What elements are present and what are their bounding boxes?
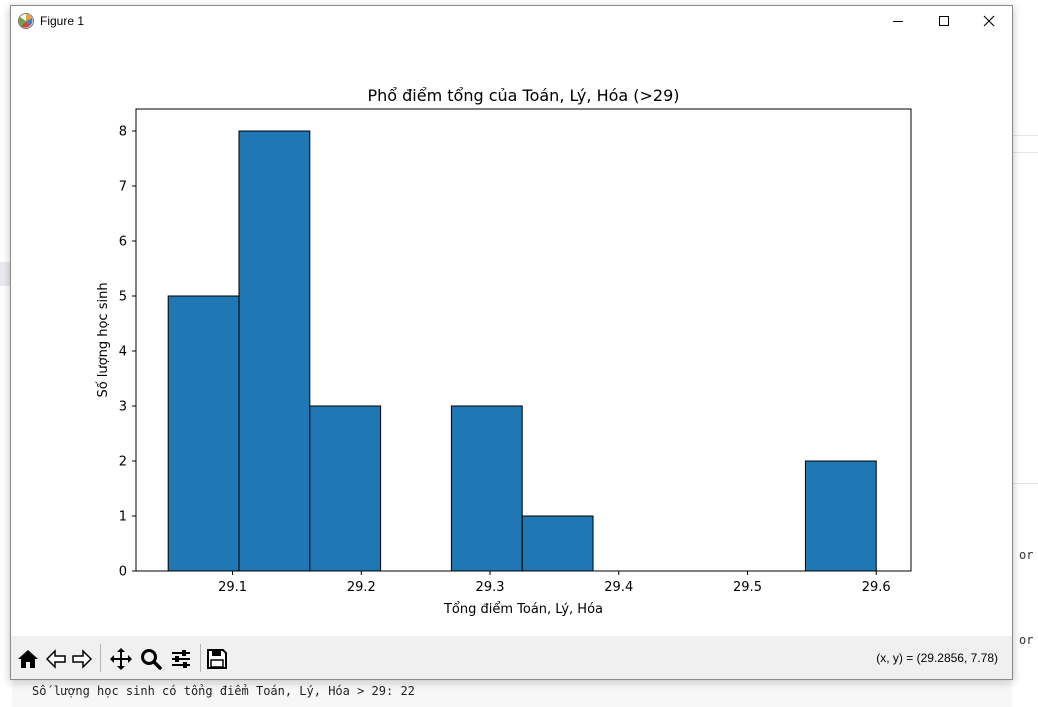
arrow-left-icon xyxy=(45,649,66,669)
y-tick-label: 7 xyxy=(119,180,127,195)
histogram-bar xyxy=(238,130,311,572)
forward-button[interactable] xyxy=(69,646,95,672)
minimize-icon xyxy=(893,21,903,22)
pan-button[interactable] xyxy=(108,646,134,672)
background-divider-low xyxy=(1012,483,1038,484)
background-divider-mid xyxy=(1012,152,1038,153)
y-tick-label: 5 xyxy=(119,290,127,305)
x-tick-label: 29.6 xyxy=(862,580,891,595)
home-icon xyxy=(18,650,38,668)
move-icon xyxy=(110,648,132,670)
toolbar-separator xyxy=(200,644,201,672)
arrow-right-icon xyxy=(72,649,93,669)
close-button[interactable] xyxy=(966,6,1012,36)
histogram-bar xyxy=(450,405,523,572)
chart-title: Phổ điểm tổng của Toán, Lý, Hóa (>29) xyxy=(367,86,679,105)
home-button[interactable] xyxy=(15,646,41,672)
magnifier-icon xyxy=(141,649,162,670)
y-axis-label: Số lượng học sinh xyxy=(96,282,111,397)
close-icon xyxy=(983,15,995,27)
matplotlib-app-icon xyxy=(18,13,34,29)
floppy-disk-icon xyxy=(207,649,227,669)
background-gutter-marker xyxy=(0,262,10,286)
y-tick-label: 2 xyxy=(119,455,127,470)
x-tick-label: 29.4 xyxy=(604,580,633,595)
background-side-text: or xyxy=(1019,548,1034,562)
maximize-icon xyxy=(939,16,949,26)
histogram-bar xyxy=(309,405,382,572)
histogram-bar xyxy=(804,460,877,572)
x-tick-label: 29.1 xyxy=(218,580,247,595)
y-tick-label: 1 xyxy=(119,510,127,525)
histogram-bar xyxy=(521,515,594,572)
histogram-bar xyxy=(167,295,240,572)
sliders-icon xyxy=(172,650,190,668)
back-button[interactable] xyxy=(43,646,69,672)
maximize-button[interactable] xyxy=(921,6,967,36)
background-side-text: or xyxy=(1019,633,1034,647)
cursor-coordinates: (x, y) = (29.2856, 7.78) xyxy=(876,651,998,665)
window-titlebar[interactable]: Figure 1 xyxy=(11,6,1012,36)
configure-subplots-button[interactable] xyxy=(168,646,194,672)
console-output-line: Số lượng học sinh có tổng điểm Toán, Lý,… xyxy=(32,684,415,698)
background-divider-top xyxy=(1012,135,1038,136)
navigation-toolbar: (x, y) = (29.2856, 7.78) xyxy=(11,636,1012,679)
figure-canvas[interactable]: 29.1 29.2 29.3 29.4 29.5 29.6 0 1 2 3 4 5 6 7 8 Phổ điể… xyxy=(11,36,1012,636)
save-button[interactable] xyxy=(204,646,230,672)
minimize-button[interactable] xyxy=(875,6,921,36)
background-console xyxy=(12,683,1012,707)
zoom-button[interactable] xyxy=(138,646,164,672)
y-tick-label: 4 xyxy=(119,345,127,360)
x-tick-label: 29.5 xyxy=(733,580,762,595)
x-tick-label: 29.3 xyxy=(476,580,505,595)
toolbar-separator xyxy=(100,644,101,672)
window-title: Figure 1 xyxy=(40,14,85,28)
histogram-chart: 29.1 29.2 29.3 29.4 29.5 29.6 0 1 2 3 4 5 6 7 8 Phổ điể… xyxy=(96,86,912,617)
x-axis-label: Tổng điểm Toán, Lý, Hóa xyxy=(443,602,603,617)
y-tick-label: 3 xyxy=(119,400,127,415)
y-tick-label: 0 xyxy=(119,565,127,580)
figure-window: Figure 1 29.1 29.2 29.3 29.4 29.5 29.6 0 1 2 3 4 5 6… xyxy=(10,5,1013,680)
plot-frame xyxy=(135,108,912,572)
y-tick-label: 8 xyxy=(119,125,127,140)
x-tick-label: 29.2 xyxy=(347,580,376,595)
y-tick-label: 6 xyxy=(119,235,127,250)
